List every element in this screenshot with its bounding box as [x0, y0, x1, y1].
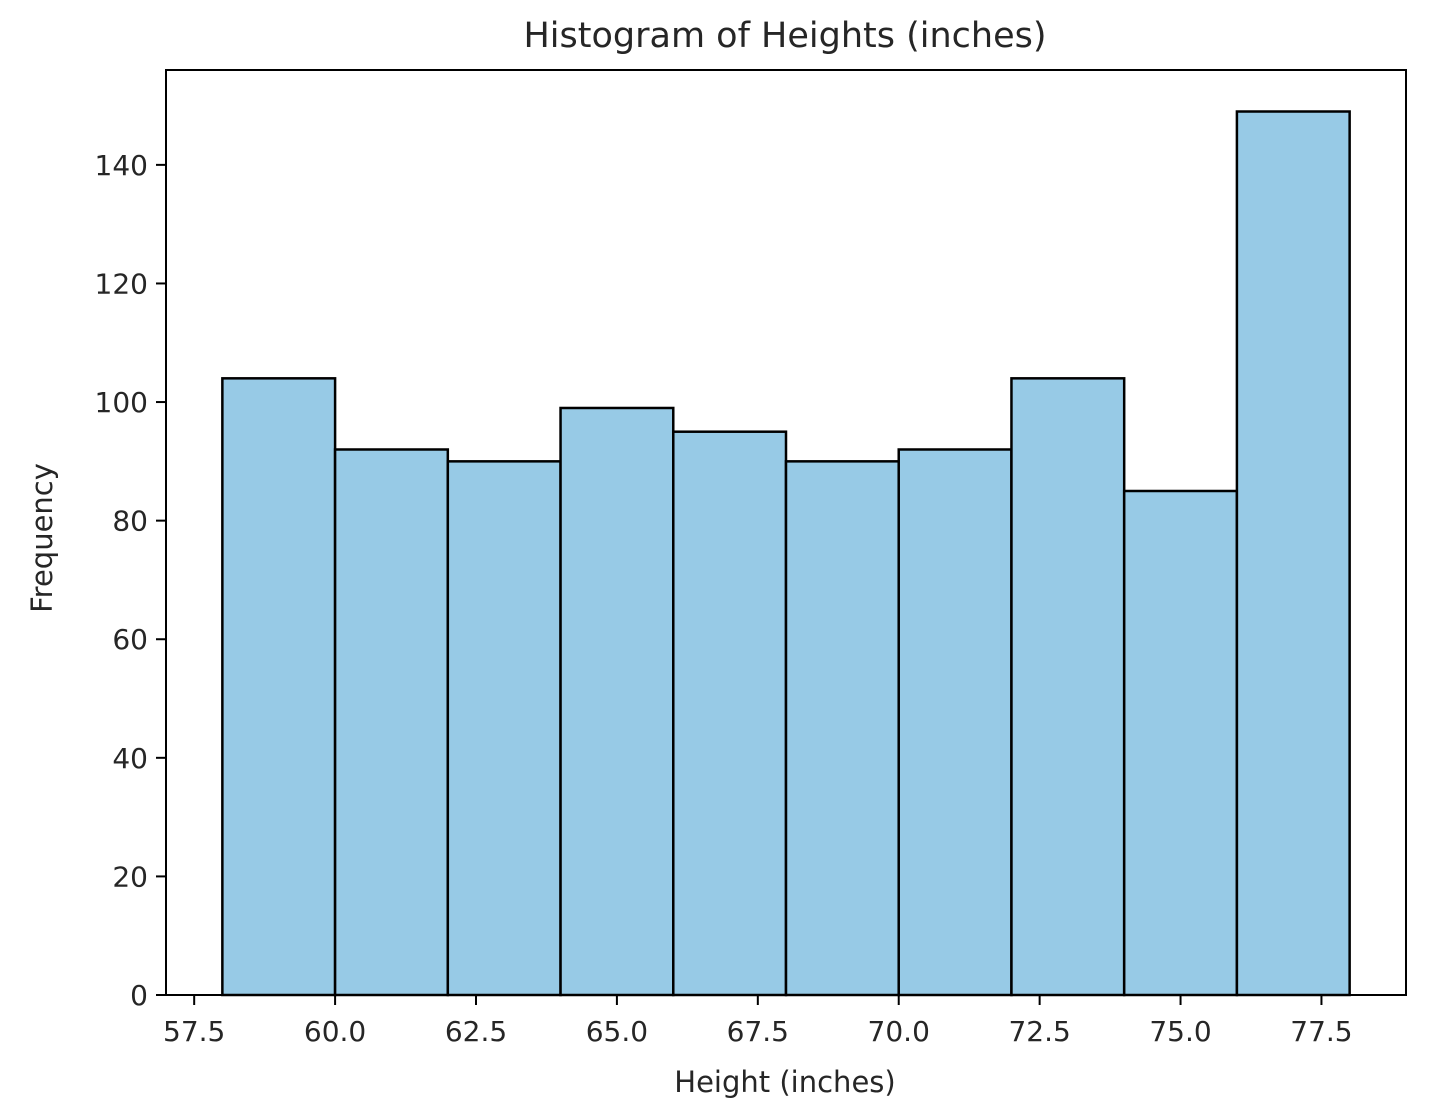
y-axis-ticks: 0 20 40 60 80 100 120 140	[95, 149, 166, 1012]
x-axis-ticks: 57.5 60.0 62.5 65.0 67.5 70.0 72.5 75.0 77.5	[163, 995, 1353, 1048]
histogram-bar-6	[784, 460, 900, 997]
y-tick-label: 20	[112, 860, 148, 893]
y-tick-label: 120	[95, 267, 148, 300]
x-tick-label: 70.0	[868, 1015, 930, 1048]
x-tick-label: 67.5	[727, 1015, 789, 1048]
histogram-bar-10	[1235, 110, 1351, 997]
y-tick-label: 100	[95, 386, 148, 419]
x-tick-label: 60.0	[304, 1015, 366, 1048]
x-tick-label: 65.0	[586, 1015, 648, 1048]
y-tick-label: 140	[95, 149, 148, 182]
y-tick-label: 80	[112, 505, 148, 538]
plot-frame	[165, 69, 1407, 996]
chart-title: Histogram of Heights (inches)	[523, 16, 1046, 56]
x-tick-label: 57.5	[163, 1015, 225, 1048]
histogram-bar-1	[221, 377, 337, 997]
histogram-bar-5	[672, 430, 788, 997]
y-tick-label: 40	[112, 742, 148, 775]
x-tick-label: 77.5	[1290, 1015, 1352, 1048]
histogram-bar-2	[333, 448, 450, 997]
x-tick-label: 62.5	[445, 1015, 507, 1048]
histogram-bar-9	[1122, 489, 1239, 997]
x-tick-label: 75.0	[1149, 1015, 1211, 1048]
histogram-bar-3	[446, 460, 562, 997]
y-tick-label: 0	[130, 979, 148, 1012]
histogram-bar-4	[559, 406, 675, 997]
histogram-bar-8	[1010, 377, 1126, 997]
x-tick-label: 72.5	[1008, 1015, 1070, 1048]
y-tick-label: 60	[112, 623, 148, 656]
histogram-bar-7	[897, 448, 1013, 997]
bars-group	[221, 110, 1351, 997]
x-axis-label: Height (inches)	[674, 1065, 895, 1099]
y-axis-label: Frequency	[25, 463, 59, 613]
